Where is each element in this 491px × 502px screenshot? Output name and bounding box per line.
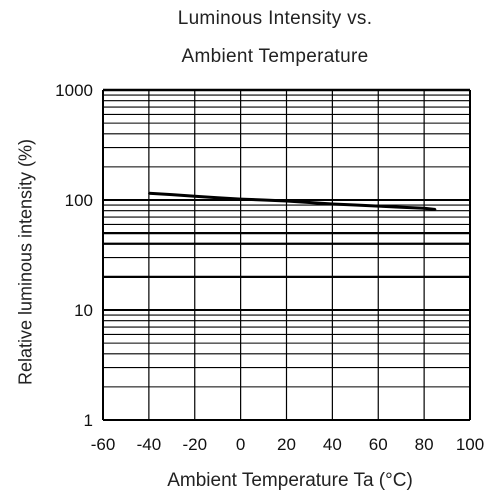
grid	[102, 88, 471, 421]
series-point	[308, 201, 311, 204]
x-tick-label: -60	[91, 435, 116, 454]
chart-title-line1: Luminous Intensity vs.	[177, 8, 373, 29]
series-point	[354, 204, 357, 206]
series-point	[262, 199, 265, 201]
x-axis-label: Ambient Temperature Ta (°C)	[167, 470, 413, 491]
y-tick-label: 10	[74, 301, 93, 320]
x-tick-label: 60	[369, 435, 388, 454]
series-point	[434, 208, 437, 211]
series-point	[239, 198, 242, 200]
x-tick-label: 40	[323, 435, 342, 454]
series-point	[148, 192, 150, 195]
y-axis-label: Relative luminous intensity (%)	[15, 138, 36, 386]
x-tick-label: 100	[456, 435, 484, 454]
series-point	[216, 196, 219, 199]
series-point	[331, 203, 334, 205]
series-point	[400, 206, 402, 209]
x-tick-label: -20	[182, 435, 207, 454]
x-tick-label: 20	[277, 435, 296, 454]
chart-title-line2: Ambient Temperature	[181, 46, 369, 67]
series-point	[377, 205, 380, 207]
y-tick-label: 100	[65, 191, 93, 210]
series-point	[193, 195, 196, 198]
series-line	[148, 191, 436, 211]
tick-labels: -60 -40 -20 0 20 40 60 80 100 1 10 100 1000	[55, 81, 484, 454]
series-layer	[148, 191, 437, 211]
x-tick-label: 80	[415, 435, 434, 454]
y-tick-label: 1000	[55, 81, 93, 100]
series-point	[171, 193, 173, 196]
y-tick-label: 1	[84, 411, 93, 430]
series-point	[285, 200, 288, 202]
x-tick-label: 0	[236, 435, 245, 454]
series-point	[423, 207, 425, 210]
x-tick-label: -40	[137, 435, 162, 454]
